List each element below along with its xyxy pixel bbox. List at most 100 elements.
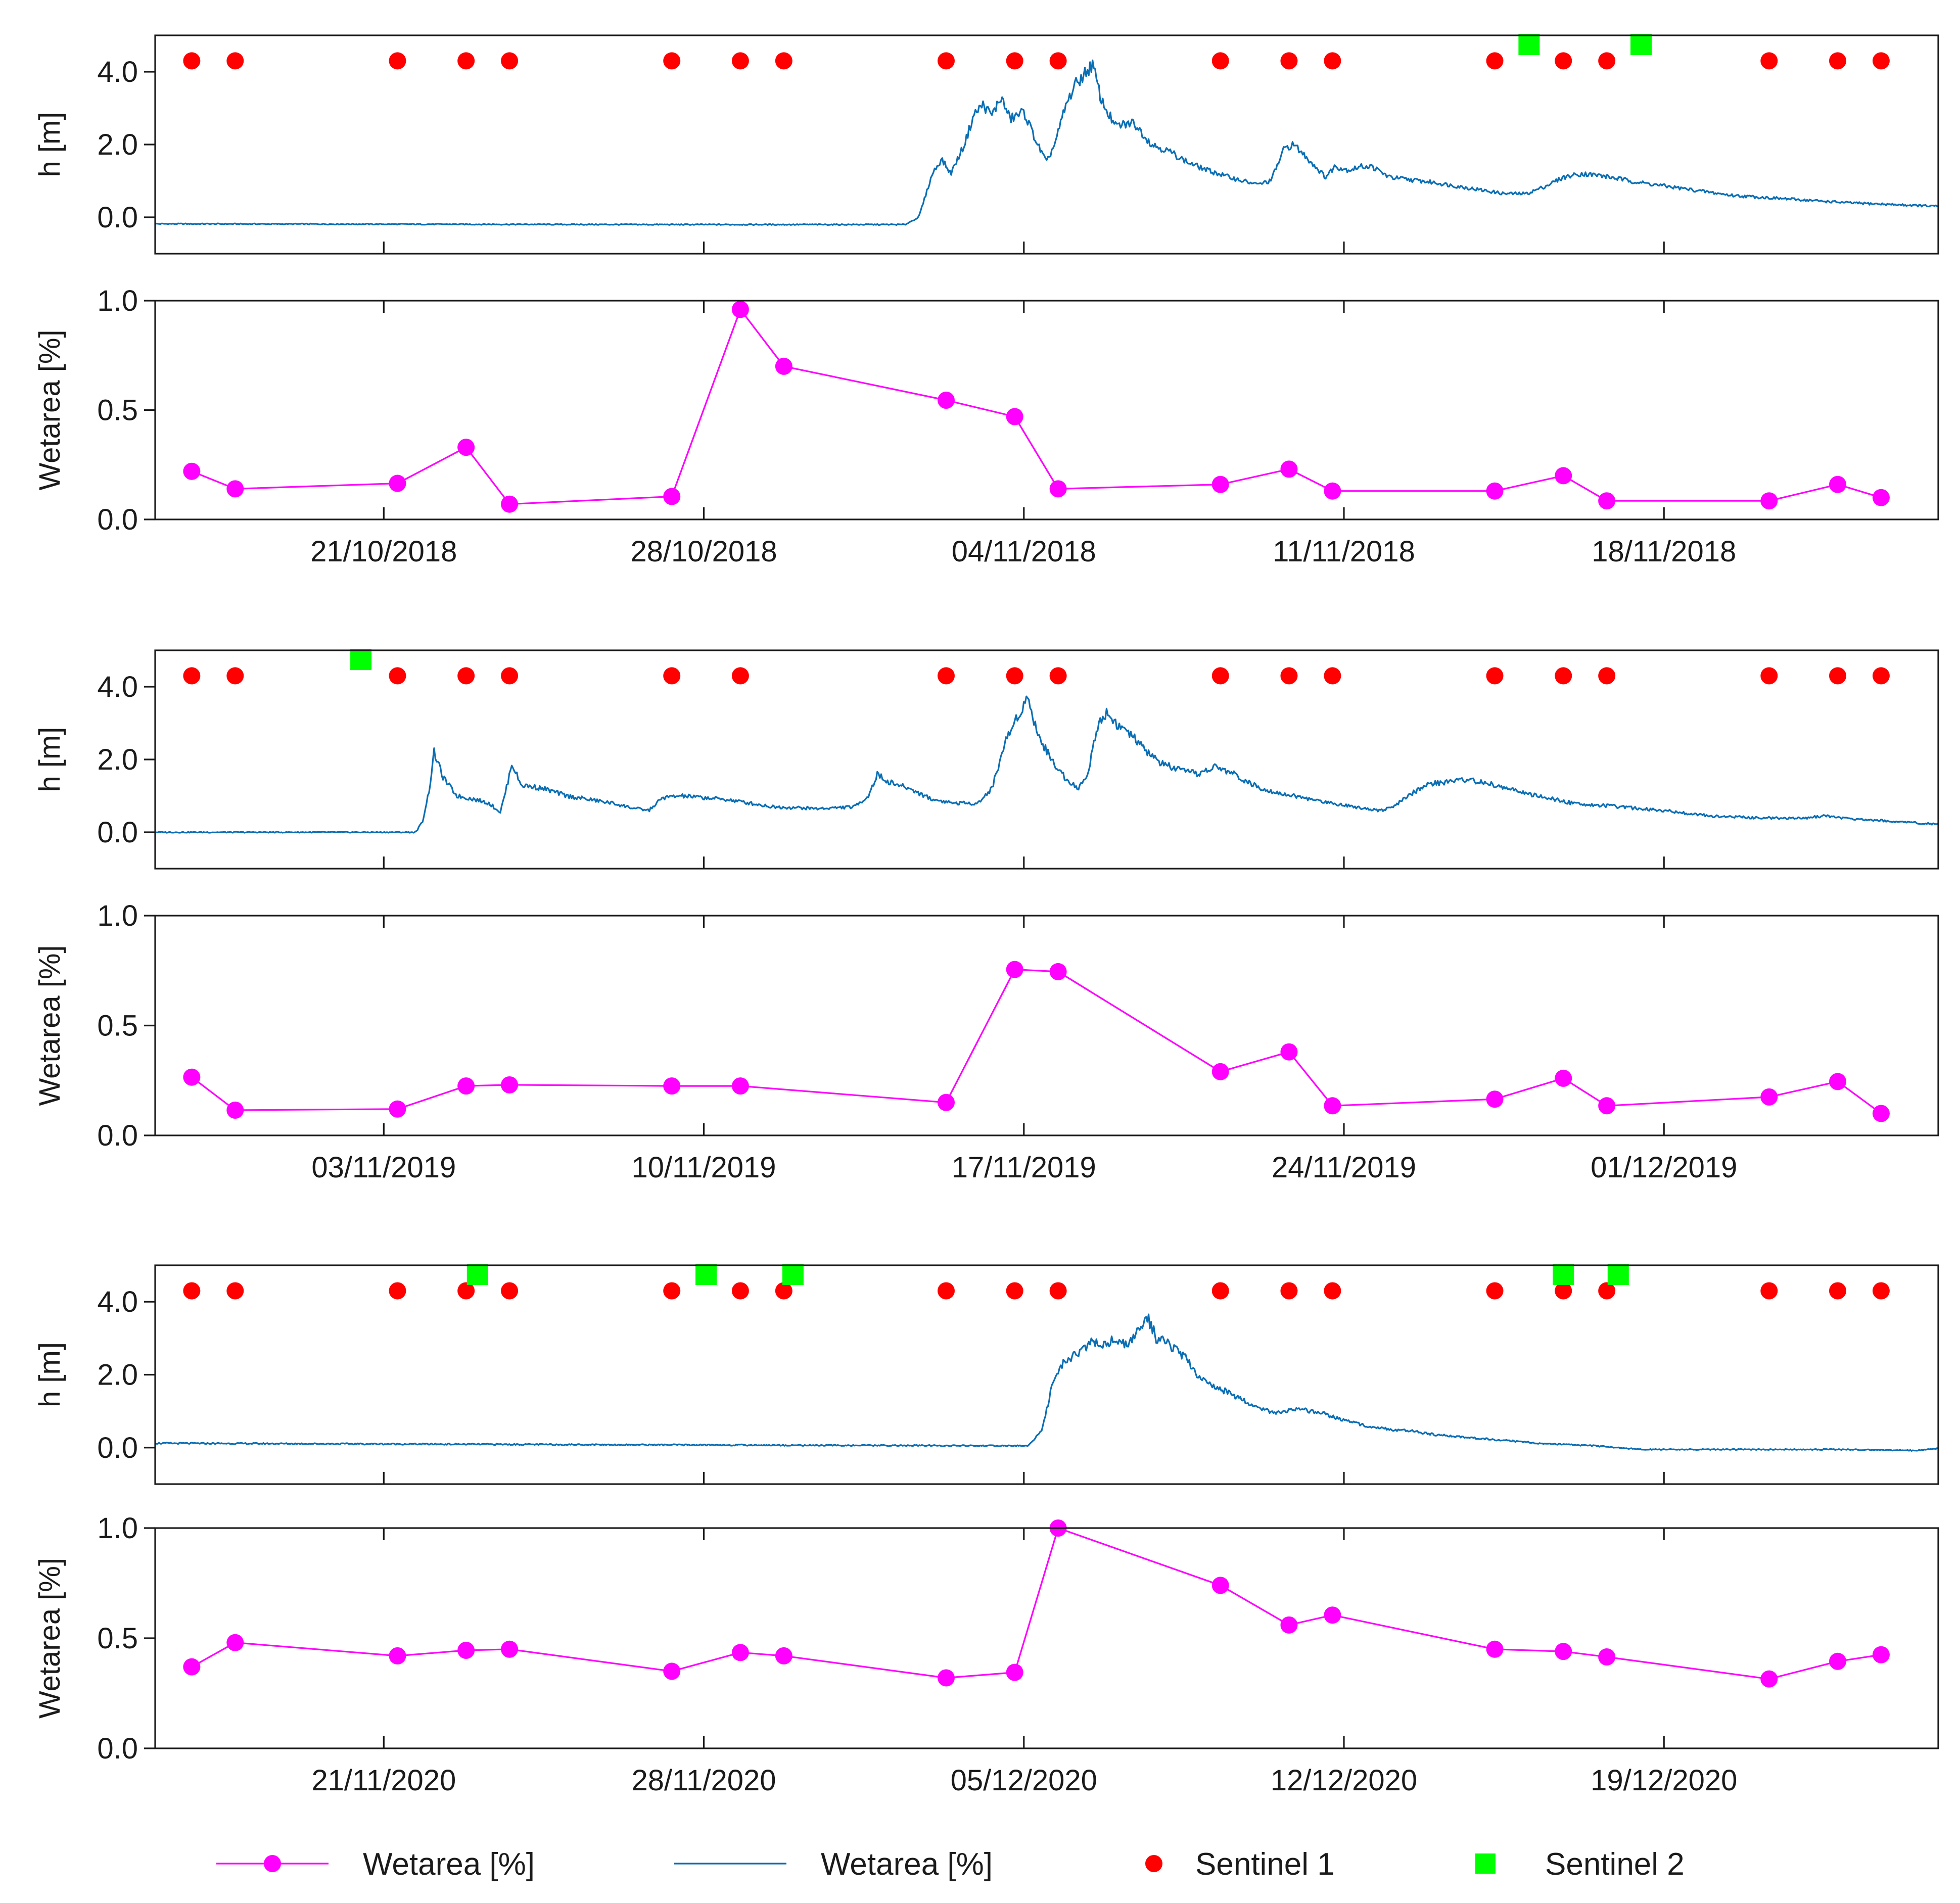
sentinel1-marker: [663, 52, 681, 70]
x-tick-label: 18/11/2018: [1592, 535, 1736, 568]
wetarea-point: [1872, 489, 1890, 506]
sentinel1-marker: [457, 1282, 475, 1300]
sentinel1-marker: [731, 52, 749, 70]
wetarea-line: [191, 1528, 1882, 1680]
legend-item: Sentinel 1: [1145, 1847, 1335, 1882]
legend-label: Wetarea [%]: [363, 1847, 535, 1882]
wetarea-point: [1872, 1646, 1890, 1663]
wetarea-point: [501, 1076, 519, 1093]
sentinel1-marker: [1872, 667, 1890, 685]
y-tick-label: 0.0: [97, 503, 138, 536]
x-tick-label: 21/10/2018: [310, 535, 457, 568]
y-tick-label: 1.0: [97, 1512, 138, 1545]
sentinel1-marker: [1324, 52, 1341, 70]
sentinel1-marker: [1049, 667, 1067, 685]
x-tick-label: 03/11/2019: [311, 1151, 456, 1184]
panel-h-2018: 0.0 2.0 4.0 h [m]: [33, 34, 1939, 255]
sentinel1-marker: [501, 52, 519, 70]
sentinel2-marker: [1630, 34, 1652, 55]
y-tick-label: 2.0: [97, 1359, 138, 1392]
wetarea-point: [1280, 1043, 1298, 1061]
wetarea-point: [1760, 1670, 1778, 1688]
sentinel2-marker: [695, 1264, 717, 1286]
x-tick-label: 24/11/2019: [1272, 1151, 1416, 1184]
sentinel1-marker: [389, 1282, 406, 1300]
wetarea-point: [1829, 1073, 1846, 1090]
plot-area: [155, 1282, 1938, 1452]
wetarea-point: [1006, 408, 1023, 425]
axes-frame: [154, 1527, 1939, 1749]
sentinel1-marker: [1555, 52, 1572, 70]
wetarea-point: [226, 1634, 244, 1651]
sentinel1-marker: [1006, 1282, 1023, 1300]
sentinel1-marker: [1280, 1282, 1298, 1300]
sentinel2-marker: [350, 649, 372, 670]
wetarea-line: [191, 308, 1882, 505]
wetarea-point: [1280, 460, 1298, 478]
sentinel1-marker: [1760, 1282, 1778, 1300]
wetarea-point: [1555, 467, 1572, 485]
plot-area: [191, 968, 1882, 1114]
plot-area: [191, 308, 1882, 505]
legend-label: Wetarea [%]: [821, 1847, 993, 1882]
wetarea-point: [1486, 1640, 1504, 1658]
y-tick-label: 4.0: [97, 1286, 138, 1318]
legend-item: Wetarea [%]: [216, 1847, 535, 1882]
sentinel1-marker: [1598, 1282, 1616, 1300]
sentinel1-marker: [775, 1282, 792, 1300]
wetarea-point: [1598, 1648, 1616, 1666]
sentinel1-marker: [1486, 667, 1504, 685]
sentinel1-marker: [1211, 1282, 1229, 1300]
x-tick-label: 28/10/2018: [630, 535, 777, 568]
y-tick-label: 1.0: [97, 284, 138, 317]
sentinel1-marker: [731, 667, 749, 685]
wetarea-point: [663, 1662, 681, 1680]
wetarea-point: [389, 1647, 406, 1664]
sentinel1-marker: [1006, 52, 1023, 70]
wetarea-point: [501, 1640, 519, 1658]
wetarea-point: [775, 1647, 792, 1664]
sentinel1-marker: [226, 52, 244, 70]
sentinel1-marker: [457, 667, 475, 685]
sentinel1-marker: [389, 667, 406, 685]
wetarea-point: [457, 1077, 475, 1095]
sentinel2-marker: [782, 1264, 804, 1286]
sentinel1-marker: [1486, 1282, 1504, 1300]
panel-h-2020: 0.0 2.0 4.0 h [m]: [33, 1264, 1939, 1485]
sentinel1-marker: [1280, 667, 1298, 685]
water-level-line: [155, 1313, 1938, 1452]
sentinel2-marker: [466, 1264, 488, 1286]
sentinel1-marker: [1829, 52, 1846, 70]
wetarea-point: [1280, 1616, 1298, 1634]
panel-wet-2018: 0.0 0.5 1.0 21/10/2018 28/10/2018 04/11/2018 1…: [33, 284, 1939, 568]
y-axis-label: h [m]: [33, 1342, 66, 1407]
x-tick-label: 19/12/2020: [1591, 1764, 1737, 1797]
sentinel1-marker: [937, 1282, 955, 1300]
legend-marker: [1145, 1855, 1162, 1872]
sentinel1-marker: [731, 1282, 749, 1300]
x-tick-label: 17/11/2019: [952, 1151, 1096, 1184]
y-axis-label: Wetarea [%]: [33, 1558, 66, 1719]
sentinel1-marker: [226, 667, 244, 685]
sentinel1-marker: [501, 1282, 519, 1300]
wetarea-point: [1006, 1663, 1023, 1681]
sentinel1-marker: [1324, 667, 1341, 685]
y-tick-label: 0.5: [97, 1010, 138, 1042]
y-tick-label: 0.0: [97, 201, 138, 234]
y-tick-label: 0.5: [97, 394, 138, 427]
legend-label: Sentinel 1: [1195, 1847, 1335, 1882]
wetarea-point: [1049, 963, 1067, 980]
y-axis-label: Wetarea [%]: [33, 329, 66, 490]
y-tick-label: 0.0: [97, 1732, 138, 1765]
wetarea-point: [1211, 1577, 1229, 1594]
sentinel1-marker: [663, 667, 681, 685]
sentinel1-marker: [1006, 667, 1023, 685]
sentinel1-marker: [1760, 667, 1778, 685]
legend-label: Sentinel 2: [1545, 1847, 1685, 1882]
y-tick-label: 2.0: [97, 128, 138, 161]
wetarea-point: [663, 488, 681, 505]
wetarea-point: [226, 1101, 244, 1119]
wetarea-point: [1486, 1090, 1504, 1108]
